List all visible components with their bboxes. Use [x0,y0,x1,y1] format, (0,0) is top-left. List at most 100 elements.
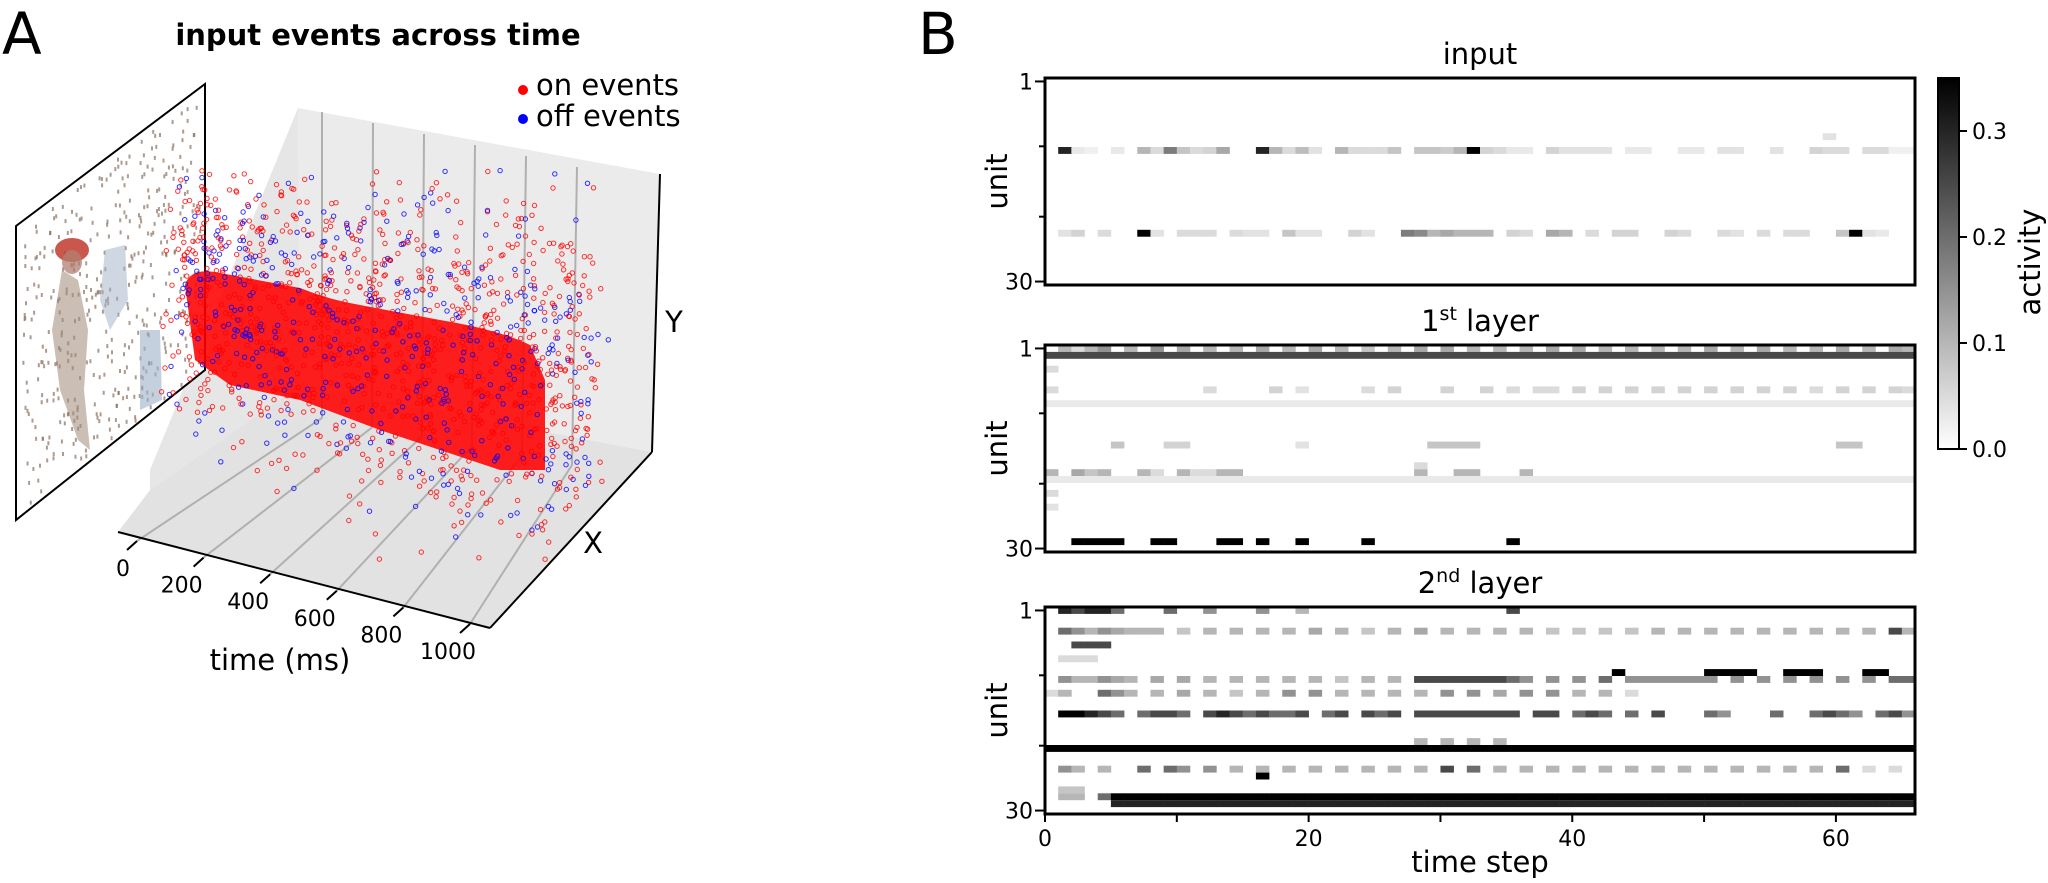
on-event-point [570,248,576,254]
colorbar-tick-label: 0.1 [1972,332,2007,357]
off-event-point [521,312,527,318]
legend-off-marker [518,114,528,124]
frame-pixel [52,456,55,461]
frame-pixel [164,194,167,199]
on-event-point [477,417,484,423]
heatmap-cell [1335,676,1349,683]
off-event-point [554,335,561,341]
heatmap-cell [1440,689,1454,697]
on-event-point [204,265,210,272]
frame-pixel [151,146,153,151]
heatmap-cell [1321,793,1336,801]
on-event-point [254,339,260,345]
heatmap-cell [1480,676,1494,683]
heatmap-row [1045,745,1915,752]
heatmap-cell [1506,607,1520,614]
frame-pixel [172,143,175,148]
off-event-point [445,207,451,214]
on-event-point [444,396,450,402]
on-event-point [193,257,200,264]
on-event-point [548,441,554,447]
on-event-point [263,340,269,346]
off-event-point [232,327,238,333]
heatmap-cell [1137,793,1151,801]
heatmap-cell [1071,627,1085,635]
heatmap-cell [1480,800,1494,808]
on-event-point [518,335,524,342]
heatmap-cell [1176,441,1191,449]
on-event-point [530,331,537,338]
frame-pixel [164,350,167,354]
off-event-point [372,191,378,198]
on-event-point [355,247,361,253]
heatmap-cell [1414,765,1428,773]
on-event-point [338,360,345,367]
off-event-point [506,353,512,359]
on-event-point [204,195,210,202]
on-event-point [282,347,289,353]
frame-pixel [141,318,144,323]
frame-pixel [184,336,187,341]
on-event-point [354,434,360,440]
frame-pixel [52,289,55,293]
on-event-point [487,434,493,441]
off-event-point [581,334,587,341]
on-event-point [310,407,316,414]
on-event-point [466,259,472,266]
heatmap-cell [1216,800,1230,808]
on-event-point [397,469,403,475]
frame-pixel [37,284,40,289]
heatmap-cell [1335,800,1349,808]
frame-pixel [106,222,109,227]
on-event-point [373,290,379,296]
heatmap-cell [1348,147,1362,154]
frame-pixel [100,283,103,288]
off-event-point [193,431,199,437]
off-event-point [353,348,360,355]
frame-pixel [142,153,145,158]
frame-pixel [114,418,117,423]
heatmap-cell [1585,800,1599,808]
frame-pixel [137,251,140,256]
on-event-point [560,261,566,267]
on-event-point [256,305,263,312]
frame-pixel [143,172,146,177]
heatmap-cell [1176,710,1191,718]
time-tick-mark [259,573,271,584]
heatmap-cell [1321,710,1336,718]
on-event-point [559,251,565,257]
off-event-point [552,171,558,177]
heatmap-cell [1361,345,1375,352]
frame-pixel [154,133,157,138]
off-event-point [305,432,311,439]
on-event-point [184,320,191,326]
frame-pixel [30,317,33,322]
on-event-point [382,240,388,247]
off-event-point [272,238,279,244]
frame-silhouette [52,238,162,450]
heatmap-cell [1229,469,1244,477]
on-event-point [429,185,435,192]
heatmap-cell [1335,147,1349,154]
off-event-point [273,281,279,287]
on-event-point [590,260,596,266]
on-event-point [216,359,222,365]
heatmap-cell [1176,793,1191,801]
on-event-point [564,243,571,250]
on-event-point [524,400,530,406]
on-event-point [244,342,250,349]
off-event-point [373,340,379,347]
frame-pixel [108,417,111,422]
off-event-point [282,252,288,259]
heatmap-cell [1058,147,1072,154]
off-event-point [259,327,265,334]
frame-pixel [186,118,189,123]
heatmap-cell [1387,793,1402,801]
heatmap-cell [1203,765,1217,773]
on-event-point [480,332,486,338]
on-event-point [296,329,302,336]
on-event-point [358,221,364,228]
on-event-point [234,251,240,258]
heatmap-cell [1440,147,1454,154]
